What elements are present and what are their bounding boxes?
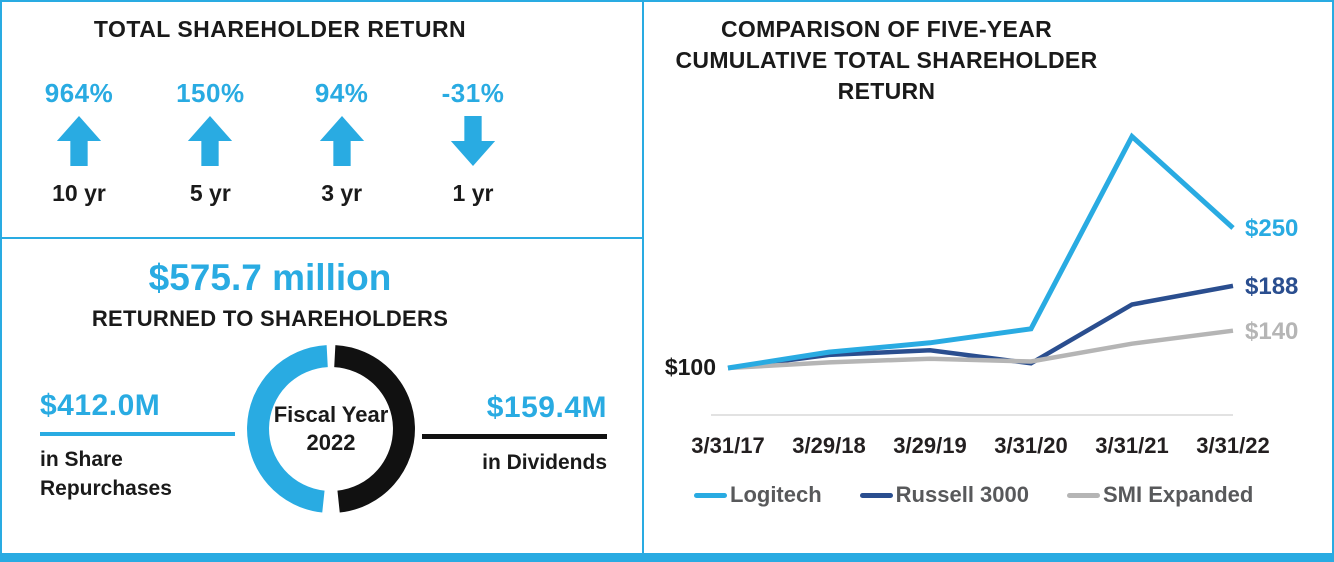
- tsr-percent: 964%: [44, 78, 114, 108]
- dividends-amount: $159.4M: [486, 391, 607, 424]
- legend-item-smi-expanded: SMI Expanded: [1066, 482, 1254, 508]
- legend-swatch-icon: [1066, 492, 1100, 498]
- donut-center-label: Fiscal Year 2022: [247, 345, 415, 513]
- series-line-smi-expanded: [727, 328, 1234, 371]
- legend-item-russell-3000: Russell 3000: [859, 482, 1029, 508]
- legend-label: Russell 3000: [895, 482, 1029, 507]
- x-tick-label: 3/31/17: [691, 433, 765, 458]
- tsr-item-5yr: 150% 5 yr: [149, 78, 271, 207]
- baseline-value-label: $100: [664, 354, 716, 380]
- tsr-period: 5 yr: [189, 180, 231, 206]
- returned-to-shareholders-panel: $575.7 million RETURNED TO SHAREHOLDERS …: [0, 239, 643, 553]
- returned-label: RETURNED TO SHAREHOLDERS: [91, 306, 449, 331]
- x-tick-label: 3/31/20: [994, 433, 1068, 458]
- arrow-down-icon: [450, 116, 496, 166]
- chart-title: COMPARISON OF FIVE-YEAR CUMULATIVE TOTAL…: [675, 16, 1098, 104]
- arrow-up-icon: [188, 116, 233, 166]
- left-panel-divider: [0, 237, 644, 239]
- dividends-label: in Dividends: [482, 451, 607, 474]
- panel-title: TOTAL SHAREHOLDER RETURN: [93, 16, 467, 42]
- x-tick-label: 3/31/21: [1095, 433, 1169, 458]
- tsr-period: 10 yr: [52, 180, 106, 206]
- share-repurchases-amount: $412.0M: [40, 389, 161, 422]
- tsr-item-1yr: -31% 1 yr: [412, 78, 534, 207]
- total-shareholder-return-panel: TOTAL SHAREHOLDER RETURN 964% 10 yr 150% 5 …: [0, 0, 643, 237]
- tsr-item-3yr: 94% 3 yr: [281, 78, 403, 207]
- donut-rings-icon: [247, 345, 415, 513]
- panel-divider: [642, 0, 644, 553]
- dividends-stat: $159.4M in Dividends: [417, 391, 607, 477]
- share-repurchases-stat: $412.0M in Share Repurchases: [40, 389, 250, 503]
- end-label-smi-expanded: $140: [1245, 317, 1299, 345]
- x-tick-label: 3/31/22: [1196, 433, 1270, 458]
- legend-item-logitech: Logitech: [694, 482, 822, 508]
- legend-label: Logitech: [730, 482, 822, 507]
- x-tick-label: 3/29/18: [792, 433, 866, 458]
- legend-swatch-icon: [694, 492, 727, 498]
- tsr-period: 3 yr: [321, 180, 363, 206]
- legend-label: SMI Expanded: [1102, 482, 1254, 507]
- tsr-item-10yr: 964% 10 yr: [18, 78, 140, 207]
- tsr-percent: 94%: [314, 78, 369, 108]
- tsr-percent: 150%: [176, 78, 245, 108]
- five-year-comparison-panel: COMPARISON OF FIVE-YEAR CUMULATIVE TOTAL…: [644, 0, 1334, 553]
- arrow-up-icon: [56, 116, 102, 166]
- series-line-logitech: [727, 132, 1235, 371]
- donut-center-line2: 2022: [306, 430, 356, 455]
- x-tick-label: 3/29/19: [893, 433, 967, 458]
- tsr-period: 1 yr: [452, 180, 494, 206]
- line-chart: [711, 132, 1235, 416]
- legend-swatch-icon: [859, 492, 893, 498]
- dividends-rule: [422, 434, 607, 439]
- chart-legend: Logitech Russell 3000 SMI Expanded: [694, 482, 1253, 508]
- end-label-russell-3000: $188: [1245, 272, 1299, 300]
- share-repurchases-label: in Share Repurchases: [40, 448, 172, 500]
- tsr-arrow-row: 964% 10 yr 150% 5 yr 94% 3 yr -31% 1 yr: [18, 78, 534, 207]
- fiscal-year-donut-chart: Fiscal Year 2022: [247, 345, 415, 513]
- tsr-percent: -31%: [441, 78, 505, 108]
- returned-amount: $575.7 million: [148, 257, 392, 298]
- donut-center-line1: Fiscal Year: [273, 402, 389, 427]
- bottom-accent-bar: [0, 553, 1334, 562]
- end-label-logitech: $250: [1245, 215, 1299, 242]
- share-repurchases-rule: [40, 432, 235, 436]
- arrow-up-icon: [319, 116, 364, 166]
